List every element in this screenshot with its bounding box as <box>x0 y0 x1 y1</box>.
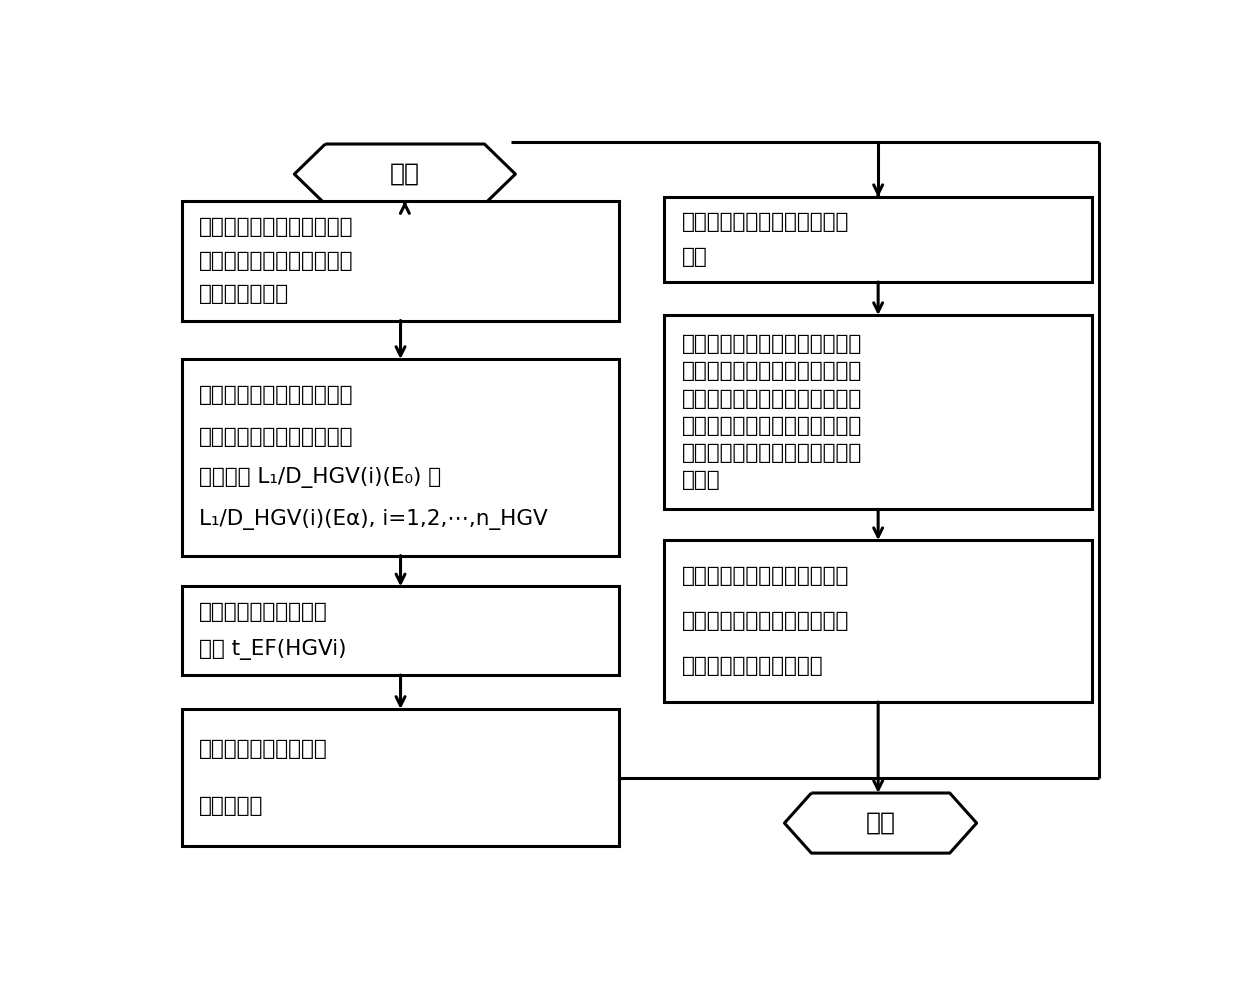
Text: 参数，采用解析迭代方案规划倾: 参数，采用解析迭代方案规划倾 <box>682 415 862 435</box>
Text: 平稳滑翔阶段：按照能量管理和: 平稳滑翔阶段：按照能量管理和 <box>682 334 862 354</box>
Text: 间、速度和高度满足约束: 间、速度和高度满足约束 <box>682 657 823 677</box>
Text: 确定各个飞行器的再入: 确定各个飞行器的再入 <box>200 739 327 759</box>
Text: 下滑: 下滑 <box>682 247 707 267</box>
Bar <box>665 197 1092 282</box>
Bar <box>182 359 619 556</box>
Text: 段起始时间: 段起始时间 <box>200 797 264 817</box>
Bar <box>665 541 1092 702</box>
Bar <box>665 315 1092 510</box>
Bar <box>182 709 619 846</box>
Text: 侧反转序列，并确定指令攻角和: 侧反转序列，并确定指令攻角和 <box>682 443 862 463</box>
Bar <box>182 201 619 320</box>
Text: 剖面参数 L₁/D_HGV(i)(E₀) 和: 剖面参数 L₁/D_HGV(i)(E₀) 和 <box>200 467 441 488</box>
Text: 利用弹道仿真预测飞行: 利用弹道仿真预测飞行 <box>200 603 327 623</box>
Text: 动段制导方案，确定飞行器: 动段制导方案，确定飞行器 <box>200 251 353 271</box>
Bar <box>182 587 619 675</box>
Text: 开始: 开始 <box>389 162 420 186</box>
Text: 値迭代规划方案，控制终端时: 値迭代规划方案，控制终端时 <box>682 612 849 631</box>
Text: 解析确定相应的纵向升阻比: 解析确定相应的纵向升阻比 <box>200 426 353 446</box>
Text: 和飞行时间解析解求解纵向剖面: 和飞行时间解析解求解纵向剖面 <box>682 388 862 408</box>
Text: 再入段起始状态: 再入段起始状态 <box>200 284 289 304</box>
Text: 利用纵程解析解和飞行时间: 利用纵程解析解和飞行时间 <box>200 385 353 405</box>
Text: L₁/D_HGV(i)(Eα), i=1,2,⋯,n_HGV: L₁/D_HGV(i)(Eα), i=1,2,⋯,n_HGV <box>200 509 548 530</box>
Text: 根据助推火箭性能和所选主: 根据助推火箭性能和所选主 <box>200 217 353 237</box>
Text: 完成: 完成 <box>866 811 895 835</box>
Text: 倾侧角: 倾侧角 <box>682 470 720 490</box>
Text: 高度调整阶段：采用多目标数: 高度调整阶段：采用多目标数 <box>682 566 849 586</box>
Text: 下降段：最大攻角、零倾侧角: 下降段：最大攻角、零倾侧角 <box>682 212 849 232</box>
Text: 抗达时间要求，利用纵程解析解: 抗达时间要求，利用纵程解析解 <box>682 361 862 381</box>
Text: 时间 t_EF(HGVi): 时间 t_EF(HGVi) <box>200 639 347 660</box>
